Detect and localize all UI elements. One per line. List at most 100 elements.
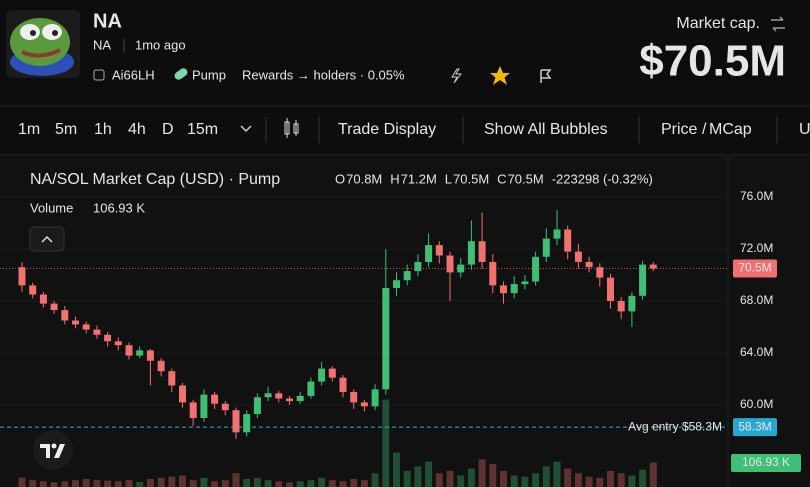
volume-bar bbox=[286, 482, 293, 487]
volume-bar bbox=[446, 470, 454, 487]
candle-body bbox=[371, 389, 379, 407]
y-tick-label: 72.0M bbox=[740, 241, 773, 255]
avg-entry-label: 58.3M bbox=[738, 419, 771, 433]
volume-bar bbox=[61, 481, 69, 487]
age: 1mo ago bbox=[135, 37, 186, 52]
bolt-icon[interactable] bbox=[451, 68, 463, 84]
market-cap-label: Market cap. bbox=[676, 15, 760, 32]
volume-bar bbox=[136, 481, 144, 487]
volume-bar bbox=[607, 470, 614, 487]
volume-bar bbox=[179, 475, 186, 487]
volume-bar bbox=[221, 480, 229, 487]
volume-bar bbox=[628, 475, 636, 487]
chevron-up bbox=[41, 235, 53, 243]
copy-icon[interactable] bbox=[93, 69, 105, 81]
candle-body bbox=[607, 277, 614, 301]
candle-body bbox=[39, 294, 47, 304]
candle-body bbox=[307, 381, 315, 396]
candle-icon[interactable] bbox=[284, 118, 299, 138]
volume-bar bbox=[553, 461, 561, 487]
candle-body bbox=[200, 394, 208, 418]
volume-tag-label: 106.93 K bbox=[742, 455, 790, 469]
candle-body bbox=[286, 398, 293, 402]
candle-body bbox=[104, 334, 112, 342]
volume-bar bbox=[200, 477, 208, 487]
pill-icon bbox=[174, 68, 188, 80]
volume-bar bbox=[542, 466, 550, 487]
interval-button[interactable]: 1h bbox=[94, 121, 112, 138]
candle-body bbox=[467, 241, 475, 265]
volume-bar bbox=[296, 481, 304, 487]
candle-body bbox=[179, 385, 186, 403]
price-toggle[interactable]: Price bbox=[661, 121, 698, 138]
chevron[interactable] bbox=[240, 125, 252, 133]
tradingview-logo bbox=[33, 430, 73, 470]
candle-body bbox=[82, 324, 90, 330]
volume-bar bbox=[425, 461, 433, 487]
volume-bar bbox=[414, 466, 422, 487]
change: -223298 (-0.32%) bbox=[552, 171, 653, 186]
volume-bar bbox=[489, 464, 497, 487]
candle-body bbox=[564, 229, 572, 252]
cut-button[interactable]: U bbox=[799, 121, 810, 138]
candle-body bbox=[585, 262, 593, 268]
volume-bar bbox=[18, 477, 26, 487]
volume-bar bbox=[339, 481, 347, 487]
candle-body bbox=[489, 262, 497, 286]
ohlc-key: O bbox=[335, 171, 345, 186]
interval-button[interactable]: 4h bbox=[128, 121, 146, 138]
trade-display[interactable]: Trade Display bbox=[338, 121, 436, 138]
candle-body bbox=[125, 345, 133, 356]
candle-body bbox=[553, 229, 561, 239]
interval-button[interactable]: 1m bbox=[18, 121, 40, 138]
candle-body bbox=[328, 368, 336, 378]
mcap-toggle[interactable]: MCap bbox=[709, 121, 752, 138]
swap-icon[interactable] bbox=[771, 16, 785, 32]
volume-bar bbox=[510, 475, 518, 487]
y-tick-label: 68.0M bbox=[740, 293, 773, 307]
volume-bar bbox=[50, 482, 58, 487]
collapse-button[interactable] bbox=[29, 226, 65, 252]
volume-bar bbox=[371, 473, 379, 487]
candle-body bbox=[61, 310, 69, 321]
volume-bar bbox=[211, 481, 219, 487]
ohlc-key: H bbox=[390, 171, 399, 186]
avg-entry-text: Avg entry $58.3M bbox=[628, 419, 722, 433]
candle-body bbox=[360, 402, 368, 407]
volume-bar bbox=[82, 478, 90, 487]
star-icon[interactable] bbox=[490, 66, 510, 85]
volume-bar bbox=[393, 452, 400, 487]
market-cap: $70.5M bbox=[639, 37, 786, 86]
creator[interactable]: Ai66LH bbox=[112, 67, 155, 82]
volume-bar bbox=[39, 481, 47, 487]
volume-value: 106.93 K bbox=[93, 200, 145, 215]
volume-bar bbox=[403, 470, 411, 487]
volume-bar bbox=[93, 480, 101, 487]
volume-bar bbox=[435, 473, 443, 487]
volume-label: Volume bbox=[30, 200, 73, 215]
flag-icon[interactable] bbox=[540, 69, 552, 83]
candle-body bbox=[414, 262, 422, 272]
interval-button[interactable]: 15m bbox=[187, 121, 218, 138]
volume-bar bbox=[574, 473, 582, 487]
volume-bar bbox=[318, 477, 326, 487]
ohlc-value: 70.5M bbox=[453, 171, 489, 186]
candle-body bbox=[264, 393, 272, 398]
volume-bar bbox=[157, 477, 165, 487]
interval-button[interactable]: D bbox=[162, 121, 174, 138]
candle-body bbox=[617, 301, 625, 312]
candle-body bbox=[253, 397, 261, 415]
candle-body bbox=[18, 267, 26, 286]
candle-body bbox=[275, 393, 283, 399]
bubbles[interactable]: Show All Bubbles bbox=[484, 121, 608, 138]
y-tick-label: 60.0M bbox=[740, 397, 773, 411]
volume-bar bbox=[360, 480, 368, 487]
last-price-tag bbox=[733, 259, 777, 278]
candle-body bbox=[114, 341, 122, 346]
candle-body bbox=[221, 403, 229, 411]
volume-bar bbox=[146, 478, 154, 487]
candle-body bbox=[146, 350, 154, 361]
interval-button[interactable]: 5m bbox=[55, 121, 77, 138]
candle-body bbox=[72, 320, 79, 325]
volume-bar bbox=[564, 468, 572, 487]
